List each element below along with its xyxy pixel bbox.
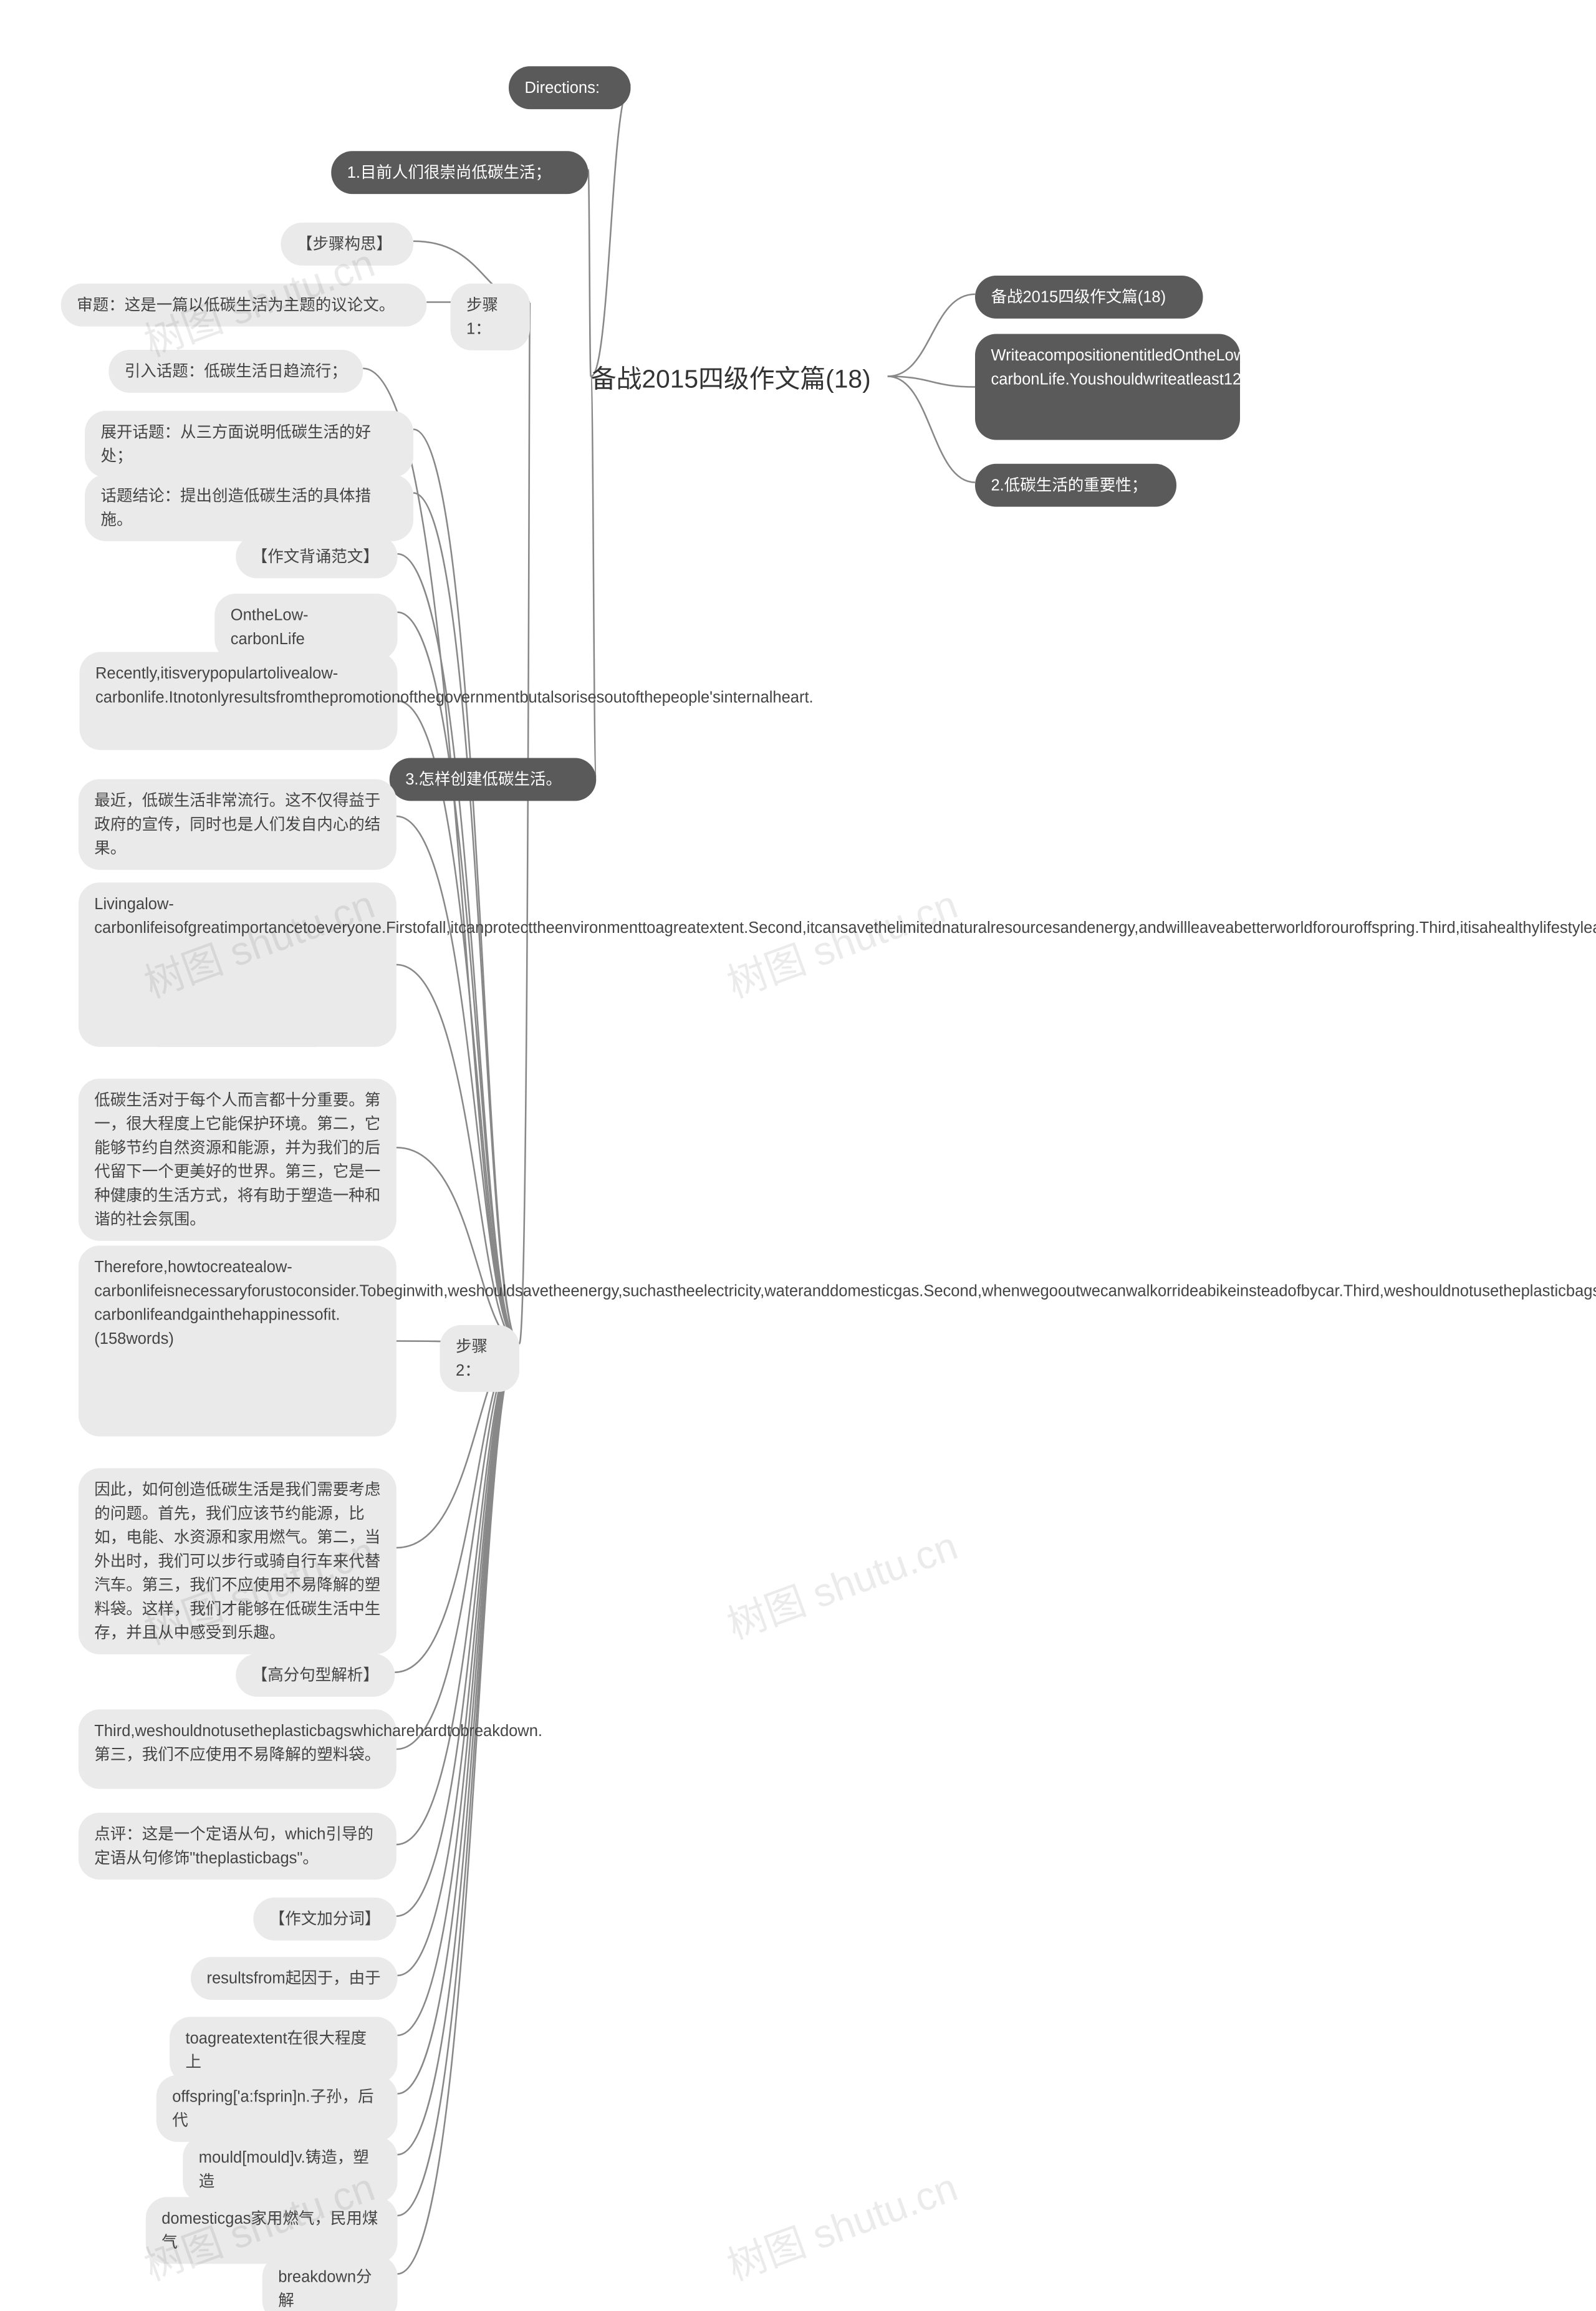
node-label: offspring['a:fsprin]n.子孙，后代 <box>172 2088 373 2129</box>
mindmap-node: WriteacompositionentitledOntheLow-carbon… <box>975 334 1240 440</box>
node-label: Therefore,howtocreatealow-carbonlifeisne… <box>94 1258 1596 1348</box>
node-label: 步骤1： <box>466 296 498 337</box>
node-label: 步骤2： <box>456 1338 488 1379</box>
node-label: WriteacompositionentitledOntheLow-carbon… <box>991 347 1596 388</box>
node-label: 2.低碳生活的重要性； <box>991 476 1148 494</box>
node-label: OntheLow-carbonLife <box>231 606 309 647</box>
mindmap-node: 话题结论：提出创造低碳生活的具体措施。 <box>85 475 413 541</box>
mindmap-node: Recently,itisverypopulartolivealow-carbo… <box>80 652 398 750</box>
mindmap-node: resultsfrom起因于，由于 <box>191 1957 398 2000</box>
mindmap-node: 备战2015四级作文篇(18) <box>975 276 1203 319</box>
mindmap-node: Directions: <box>509 66 631 109</box>
node-label: 【高分句型解析】 <box>252 1666 379 1684</box>
mindmap-node: OntheLow-carbonLife <box>214 594 397 660</box>
node-label: 话题结论：提出创造低碳生活的具体措施。 <box>101 487 372 528</box>
mindmap-node: offspring['a:fsprin]n.子孙，后代 <box>156 2075 398 2142</box>
watermark: 树图 shutu.cn <box>718 1513 964 1650</box>
mindmap-node: 低碳生活对于每个人而言都十分重要。第一，很大程度上它能保护环境。第二，它能够节约… <box>79 1079 397 1241</box>
node-label: 展开话题：从三方面说明低碳生活的好处； <box>101 423 372 465</box>
node-label: 备战2015四级作文篇(18) <box>991 288 1166 306</box>
node-label: 【作文加分词】 <box>269 1910 381 1927</box>
mindmap-node: 1.目前人们很崇尚低碳生活； <box>331 151 588 194</box>
node-label: Recently,itisverypopulartolivealow-carbo… <box>95 665 814 706</box>
mindmap-node: 2.低碳生活的重要性； <box>975 464 1176 507</box>
mindmap-node: 【作文背诵范文】 <box>236 536 397 579</box>
mindmap-node: breakdown分解 <box>262 2256 398 2311</box>
node-label: toagreatextent在很大程度上 <box>186 2030 367 2071</box>
mindmap-node: 【高分句型解析】 <box>236 1654 395 1697</box>
mindmap-node: 引入话题：低碳生活日趋流行； <box>108 350 363 393</box>
node-label: 1.目前人们很崇尚低碳生活； <box>347 164 551 181</box>
mindmap-node: 【作文加分词】 <box>253 1898 396 1941</box>
mindmap-node: toagreatextent在很大程度上 <box>170 2017 398 2083</box>
node-label: Third,weshouldnotusetheplasticbagswhicha… <box>94 1722 542 1763</box>
mindmap-node: 展开话题：从三方面说明低碳生活的好处； <box>85 411 413 478</box>
node-label: 低碳生活对于每个人而言都十分重要。第一，很大程度上它能保护环境。第二，它能够节约… <box>94 1091 380 1228</box>
node-label: Directions: <box>525 79 600 97</box>
node-label: 最近，低碳生活非常流行。这不仅得益于政府的宣传，同时也是人们发自内心的结果。 <box>94 792 380 857</box>
node-label: 点评：这是一个定语从句，which引导的定语从句修饰"theplasticbag… <box>94 1825 373 1866</box>
mindmap-node: 最近，低碳生活非常流行。这不仅得益于政府的宣传，同时也是人们发自内心的结果。 <box>79 779 397 870</box>
mindmap-node: 点评：这是一个定语从句，which引导的定语从句修饰"theplasticbag… <box>79 1813 397 1879</box>
mindmap-node: 步骤1： <box>451 284 531 350</box>
center-node: 备战2015四级作文篇(18) <box>591 360 888 398</box>
mindmap-node: Third,weshouldnotusetheplasticbagswhicha… <box>79 1709 397 1789</box>
center-label: 备战2015四级作文篇(18) <box>591 365 871 393</box>
node-label: 3.怎样创建低碳生活。 <box>405 771 562 788</box>
mindmap-node: Therefore,howtocreatealow-carbonlifeisne… <box>79 1246 397 1437</box>
node-label: breakdown分解 <box>278 2268 372 2309</box>
node-label: resultsfrom起因于，由于 <box>207 1970 381 1987</box>
mindmap-node: 步骤2： <box>440 1325 520 1392</box>
watermark: 树图 shutu.cn <box>718 2155 964 2292</box>
mindmap-node: 3.怎样创建低碳生活。 <box>390 758 597 801</box>
node-label: 【作文背诵范文】 <box>252 548 379 566</box>
watermark: 树图 shutu.cn <box>718 872 964 1009</box>
